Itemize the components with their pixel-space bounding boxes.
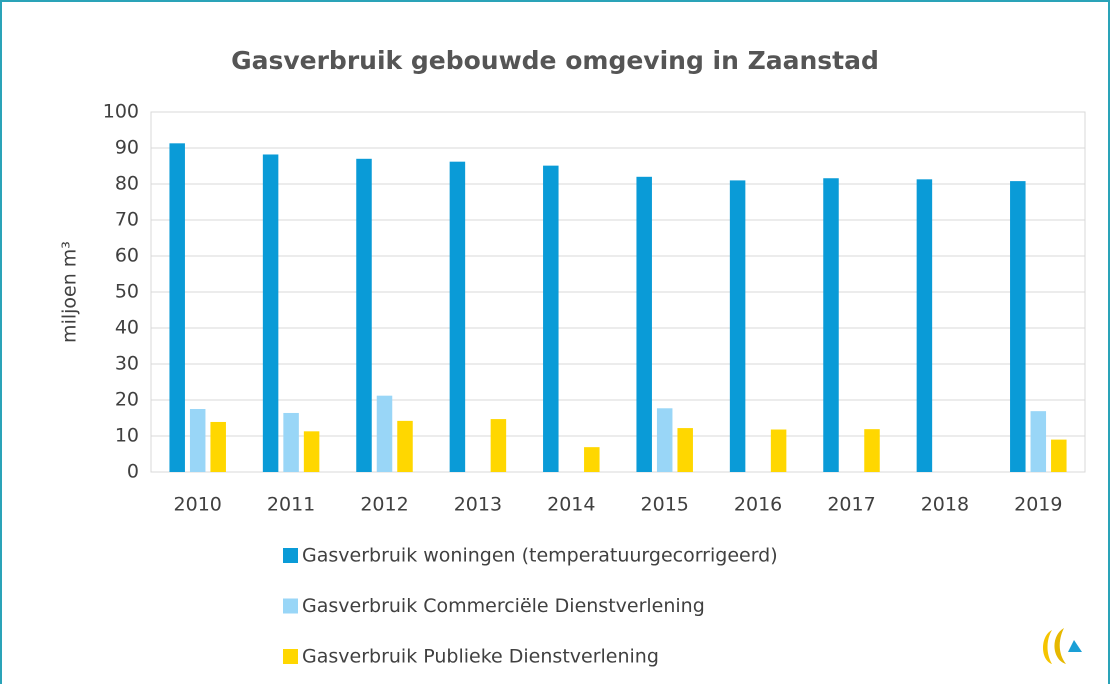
bar: [1010, 181, 1026, 472]
y-tick-label: 80: [115, 173, 139, 195]
legend-swatch: [283, 649, 298, 664]
x-tick-label: 2010: [174, 494, 222, 516]
bar: [1030, 411, 1047, 472]
y-tick-label: 90: [115, 137, 139, 159]
legend-label: Gasverbruik Publieke Dienstverlening: [302, 646, 659, 668]
bar: [729, 180, 746, 472]
bar: [636, 176, 652, 473]
bar: [1051, 439, 1067, 472]
x-tick-label: 2017: [827, 494, 875, 516]
legend-label: Gasverbruik woningen (temperatuurgecorri…: [302, 545, 778, 567]
bar: [397, 420, 413, 472]
bar: [864, 429, 880, 472]
y-axis-label: miljoen m³: [59, 241, 81, 343]
x-tick-label: 2012: [360, 494, 408, 516]
y-tick-label: 50: [115, 281, 139, 303]
bar: [210, 421, 226, 472]
bar: [543, 165, 559, 472]
bar: [823, 178, 839, 473]
x-tick-label: 2018: [921, 494, 969, 516]
bar: [490, 419, 507, 472]
y-tick-label: 10: [115, 425, 139, 447]
bar: [283, 412, 299, 472]
x-tick-label: 2014: [547, 494, 595, 516]
y-tick-label: 20: [115, 389, 139, 411]
y-tick-label: 70: [115, 209, 139, 231]
y-tick-label: 60: [115, 245, 139, 267]
x-tick-label: 2016: [734, 494, 782, 516]
logo: [1043, 628, 1082, 664]
y-tick-label: 30: [115, 353, 139, 375]
y-tick-label: 40: [115, 317, 139, 339]
x-tick-label: 2019: [1014, 494, 1062, 516]
bar: [584, 447, 600, 472]
bar: [303, 431, 320, 472]
bar: [656, 408, 673, 472]
x-tick-label: 2011: [267, 494, 315, 516]
bar: [677, 428, 693, 472]
bar: [449, 161, 466, 472]
bar: [770, 429, 787, 472]
legend-label: Gasverbruik Commerciële Dienstverlening: [302, 595, 705, 617]
chart-title: Gasverbruik gebouwde omgeving in Zaansta…: [231, 46, 879, 75]
y-tick-label: 0: [127, 461, 139, 483]
x-tick-label: 2013: [454, 494, 502, 516]
bar: [189, 409, 206, 472]
y-tick-label: 100: [103, 101, 139, 123]
bar: [169, 143, 185, 472]
legend-swatch: [283, 598, 298, 614]
x-tick-label: 2015: [641, 494, 689, 516]
bar: [376, 395, 393, 472]
bar: [262, 154, 279, 473]
bar: [916, 179, 933, 472]
bar: [356, 158, 372, 473]
legend-swatch: [283, 548, 298, 563]
